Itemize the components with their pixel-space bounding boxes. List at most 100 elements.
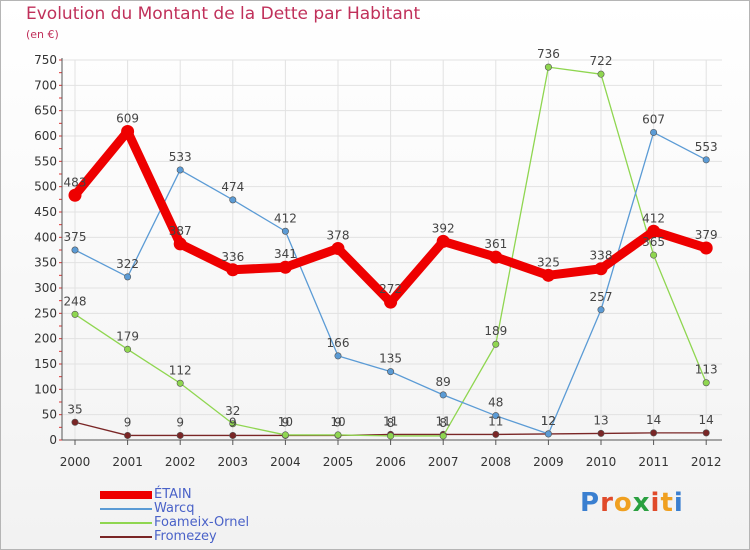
data-label: 257 [590,290,613,304]
data-label: 11 [383,414,398,428]
data-label: 387 [169,224,192,238]
data-label: 13 [593,413,608,427]
data-point [331,241,345,255]
data-point [439,432,447,440]
data-point [702,156,710,164]
legend-swatch [100,508,152,510]
data-label: 365 [642,235,665,249]
y-tick-label: 150 [34,357,57,371]
x-tick-label: 2001 [112,455,143,469]
data-label: 609 [116,111,139,125]
data-point [124,273,132,281]
y-tick-label: 200 [34,332,57,346]
data-point [597,306,605,314]
y-tick-label: 50 [42,408,57,422]
data-point [229,420,237,428]
data-label: 378 [327,228,350,242]
data-point [650,128,658,136]
y-tick-label: 400 [34,230,57,244]
data-point [541,268,555,282]
data-label: 135 [379,352,402,366]
data-point [492,412,500,420]
legend-item: Foameix-Ornel [100,516,400,530]
data-label: 12 [541,414,556,428]
y-tick-label: 750 [34,53,57,67]
logo-letter: t [660,488,674,518]
data-point [387,368,395,376]
data-label: 189 [484,324,507,338]
x-tick-label: 2002 [165,455,196,469]
chart-title: Evolution du Montant de la Dette par Hab… [26,4,421,24]
y-tick-label: 550 [34,154,57,168]
data-label: 336 [221,250,244,264]
legend-item: Fromezey [100,530,400,544]
data-point [71,246,79,254]
x-tick-label: 2009 [533,455,564,469]
data-label: 10 [330,415,345,429]
legend-label: Warcq [154,501,195,516]
logo-letter: r [600,488,614,518]
y-tick-label: 450 [34,205,57,219]
data-label: 9 [229,415,237,429]
data-label: 272 [379,282,402,296]
y-tick-label: 250 [34,306,57,320]
data-point [281,227,289,235]
x-tick-label: 2000 [60,455,91,469]
logo-letter: i [673,488,684,518]
proxiti-logo: Proxiti [580,488,684,518]
data-label: 32 [225,404,240,418]
data-point [71,418,79,426]
data-point [650,429,658,437]
x-tick-label: 2011 [638,455,669,469]
x-tick-label: 2012 [691,455,722,469]
legend-label: Fromezey [154,529,217,544]
data-point [436,234,450,248]
data-label: 722 [590,54,613,68]
logo-letter: i [650,488,661,518]
data-point [650,251,658,259]
data-point [124,431,132,439]
y-tick-label: 600 [34,129,57,143]
logo-letter: o [613,488,633,518]
data-label: 607 [642,112,665,126]
data-point [597,429,605,437]
data-label: 179 [116,329,139,343]
data-label: 166 [327,336,350,350]
data-point [176,431,184,439]
data-point [173,237,187,251]
data-point [334,431,342,439]
x-tick-label: 2007 [428,455,459,469]
legend-item: ÉTAIN [100,488,400,502]
x-tick-label: 2008 [481,455,512,469]
data-point [281,431,289,439]
data-label: 9 [282,415,290,429]
x-tick-label: 2003 [218,455,249,469]
data-label: 412 [642,211,665,225]
legend-swatch [100,491,152,499]
y-tick-label: 500 [34,180,57,194]
x-tick-label: 2010 [586,455,617,469]
data-label: 533 [169,150,192,164]
data-label: 736 [537,47,560,61]
x-tick-label: 2004 [270,455,301,469]
data-label: 35 [67,402,82,416]
data-point [699,241,713,255]
data-label: 361 [484,237,507,251]
data-point [229,431,237,439]
data-point [176,379,184,387]
data-label: 9 [124,415,132,429]
data-point [702,429,710,437]
data-label: 412 [274,211,297,225]
data-label: 14 [646,413,661,427]
data-point [334,352,342,360]
data-label: 341 [274,247,297,261]
y-tick-label: 350 [34,256,57,270]
data-point [68,188,82,202]
data-label: 89 [436,375,451,389]
data-label: 338 [590,249,613,263]
legend-label: ÉTAIN [154,487,192,502]
y-tick-label: 100 [34,382,57,396]
data-label: 392 [432,221,455,235]
logo-letter: x [632,488,651,518]
